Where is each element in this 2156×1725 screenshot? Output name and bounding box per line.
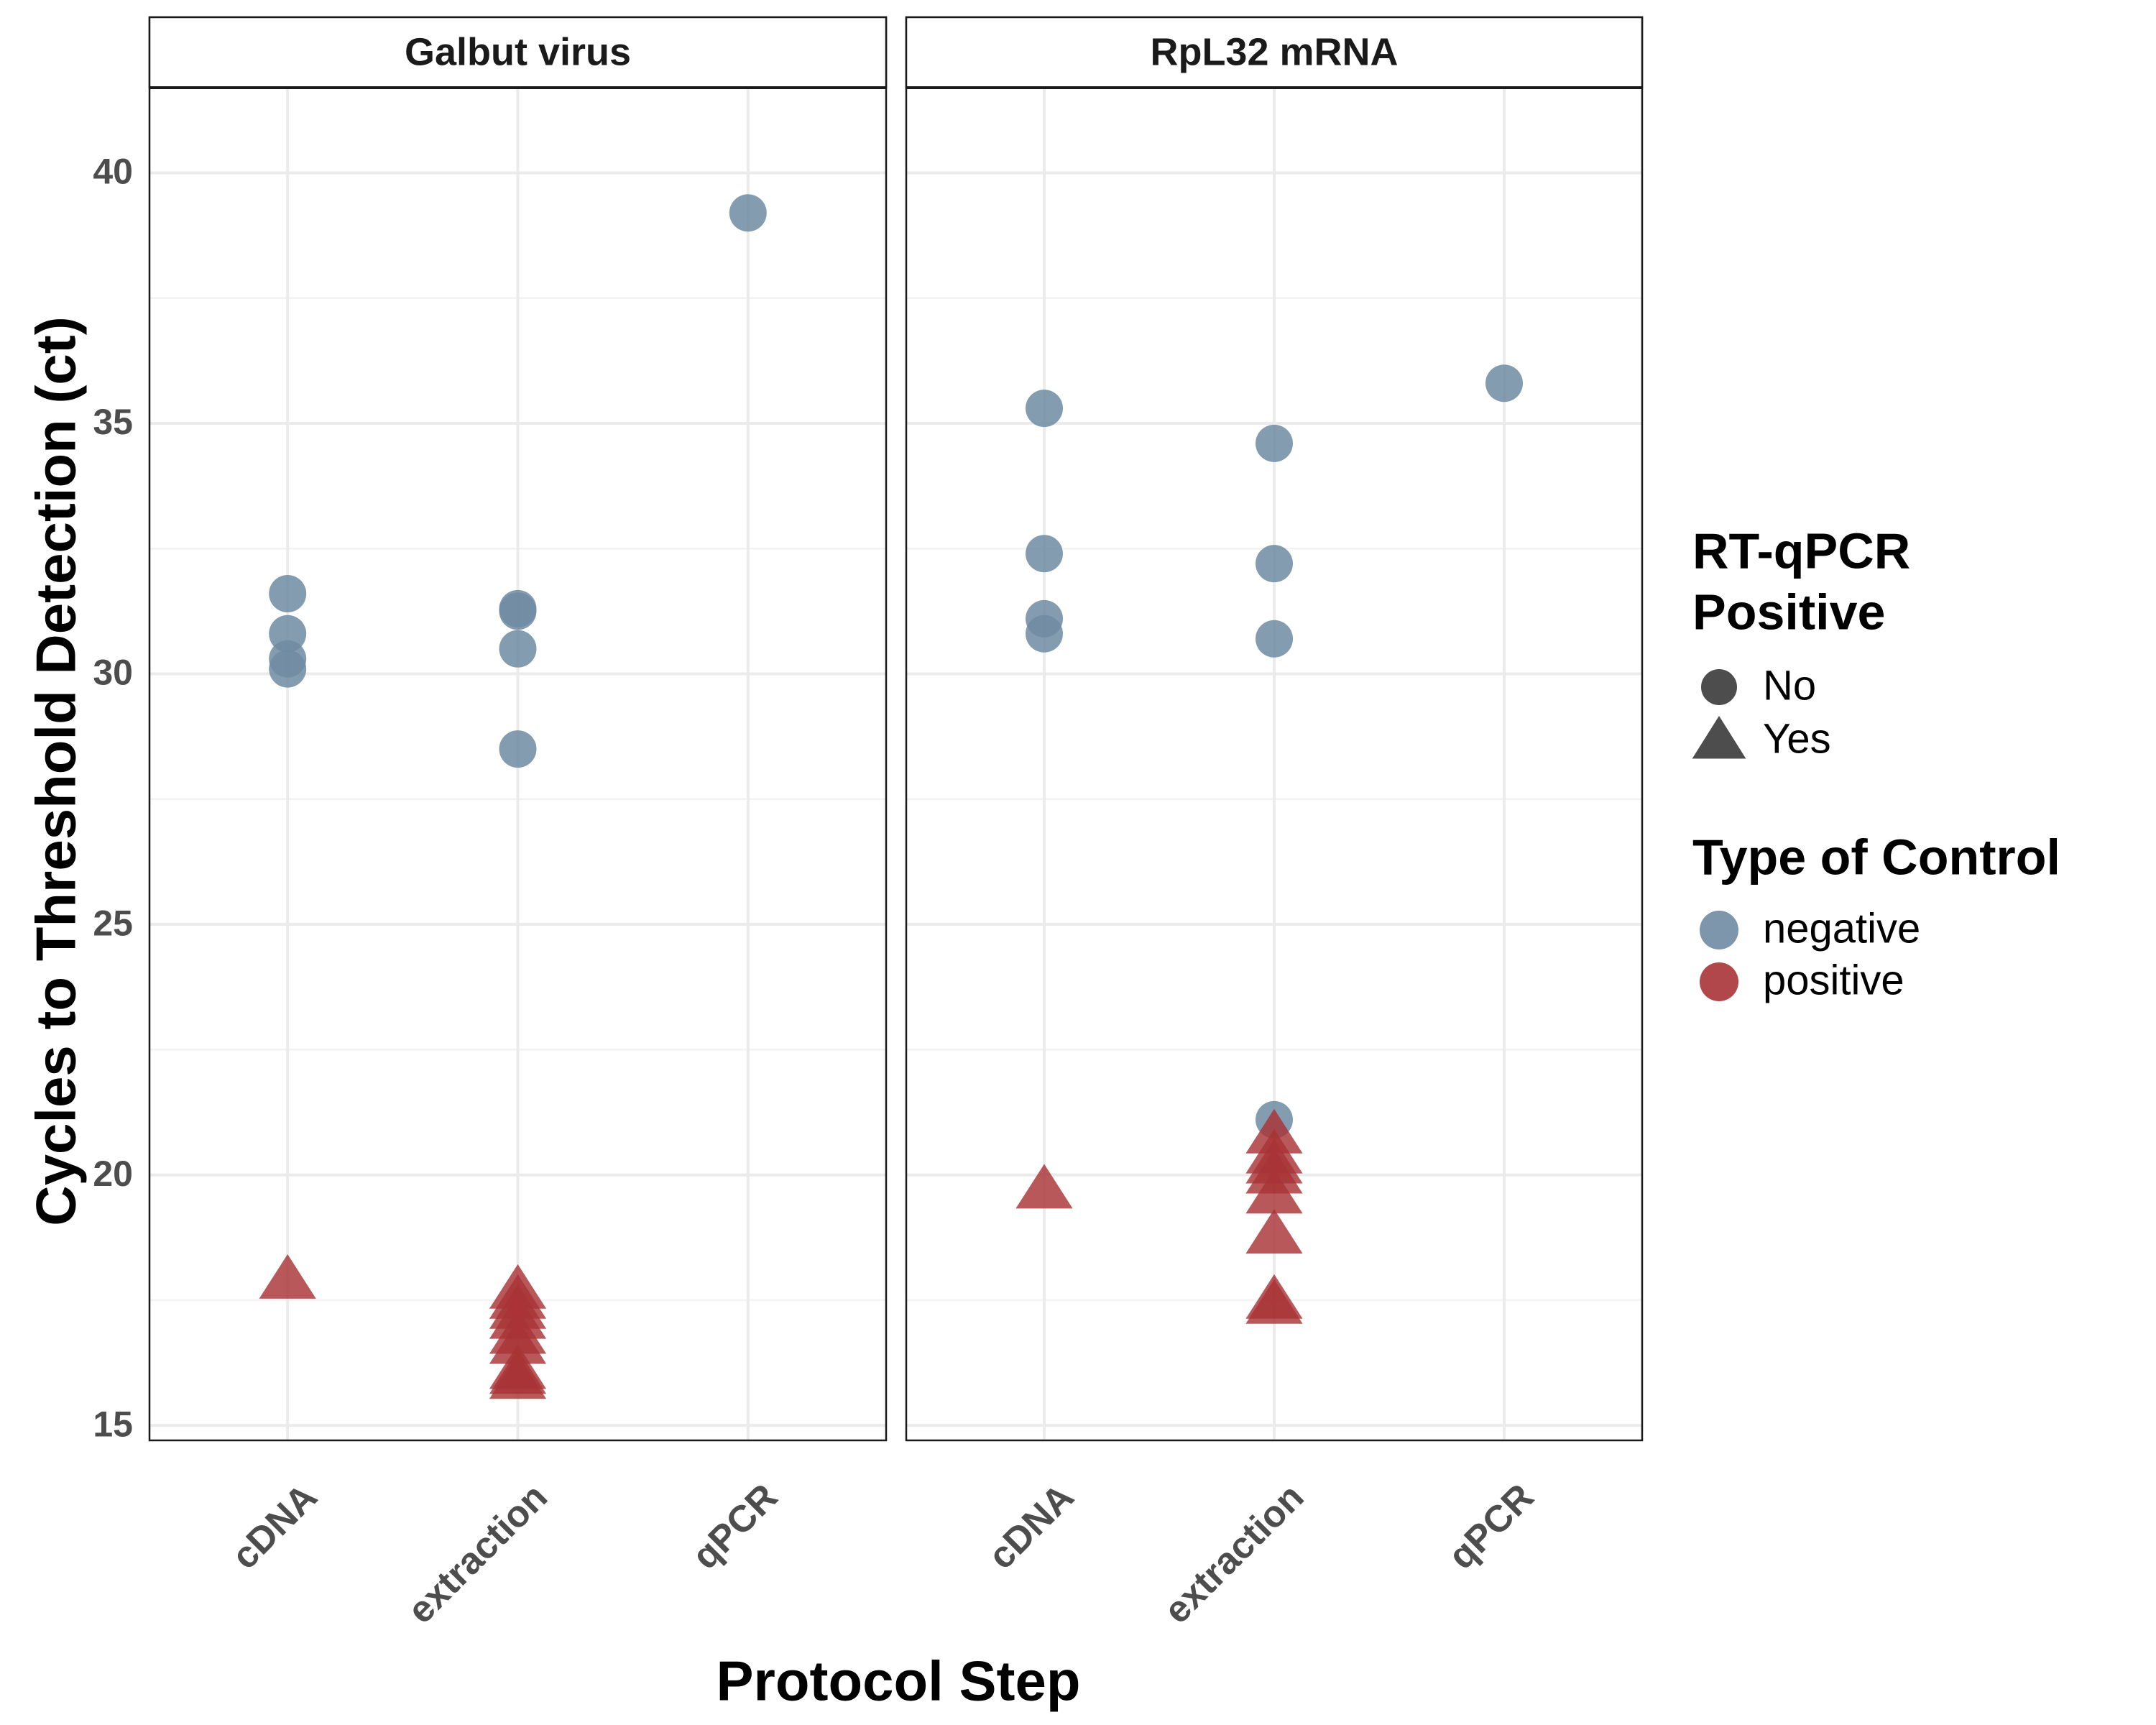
- y-tick-label: 35: [93, 402, 133, 442]
- legend-color-swatch: [1700, 962, 1738, 1001]
- x-tick-label: cDNA: [224, 1476, 326, 1577]
- legend-color-label: negative: [1763, 905, 1920, 952]
- legend-circle-icon: [1701, 669, 1737, 705]
- facet-panel: Galbut virus cDNA extraction qPCR: [148, 16, 888, 1632]
- legend-shape-title-line1: RT-qPCR: [1692, 523, 1910, 579]
- data-point-circle: [1026, 390, 1063, 428]
- data-point-circle: [729, 194, 767, 232]
- data-point-circle: [1256, 424, 1293, 462]
- data-point-circle: [499, 592, 537, 630]
- y-axis-title: Cycles to Threshold Detection (ct): [24, 316, 88, 1226]
- data-point-triangle: [1015, 1164, 1073, 1209]
- y-tick-label: 15: [93, 1404, 133, 1444]
- data-point-circle: [1256, 620, 1293, 658]
- x-tick-label: extraction: [1156, 1476, 1312, 1632]
- x-axis-title: Protocol Step: [716, 1650, 1080, 1713]
- data-point-triangle: [1245, 1169, 1303, 1214]
- x-tick-label: qPCR: [1440, 1476, 1542, 1577]
- y-tick-label: 25: [93, 903, 133, 943]
- legend-shape-items: No Yes: [1692, 662, 1831, 762]
- legend-color-items: negative positive: [1700, 905, 1920, 1003]
- x-tick-label: qPCR: [684, 1476, 786, 1577]
- data-point-triangle: [259, 1254, 316, 1299]
- data-point-triangle: [1245, 1279, 1303, 1324]
- strip-box: [905, 16, 1644, 89]
- x-tick-label: cDNA: [980, 1476, 1082, 1577]
- data-point-circle: [1026, 615, 1063, 653]
- legend-color-title: Type of Control: [1692, 829, 2060, 885]
- y-tick-label: 30: [93, 653, 133, 693]
- legend-color-swatch: [1700, 911, 1738, 949]
- data-point-circle: [499, 730, 537, 768]
- x-tick-label: extraction: [400, 1476, 556, 1632]
- legend-triangle-icon: [1692, 716, 1746, 759]
- legend-color-label: positive: [1763, 957, 1904, 1003]
- legend-shape-label: No: [1763, 662, 1816, 709]
- data-point-triangle: [489, 1354, 547, 1399]
- data-point-circle: [1485, 364, 1523, 402]
- data-point-circle: [1256, 545, 1293, 583]
- legend: RT-qPCR Positive No Yes Type of Control n…: [1692, 523, 2060, 1003]
- data-point-circle: [269, 650, 307, 688]
- legend-shape-title-line2: Positive: [1692, 584, 1885, 640]
- data-point-circle: [1026, 535, 1063, 573]
- y-tick-label: 20: [93, 1154, 133, 1194]
- data-point-triangle: [489, 1319, 547, 1364]
- data-point-triangle: [1245, 1209, 1303, 1254]
- facet-panel: RpL32 mRNA cDNA extraction qPCR: [905, 16, 1644, 1632]
- data-point-circle: [269, 575, 307, 613]
- facet-strip-label: RpL32 mRNA: [1150, 30, 1398, 73]
- legend-shape-label: Yes: [1763, 715, 1831, 762]
- data-point-circle: [499, 630, 537, 668]
- facet-strip-label: Galbut virus: [405, 30, 631, 73]
- y-tick-label: 40: [93, 152, 133, 192]
